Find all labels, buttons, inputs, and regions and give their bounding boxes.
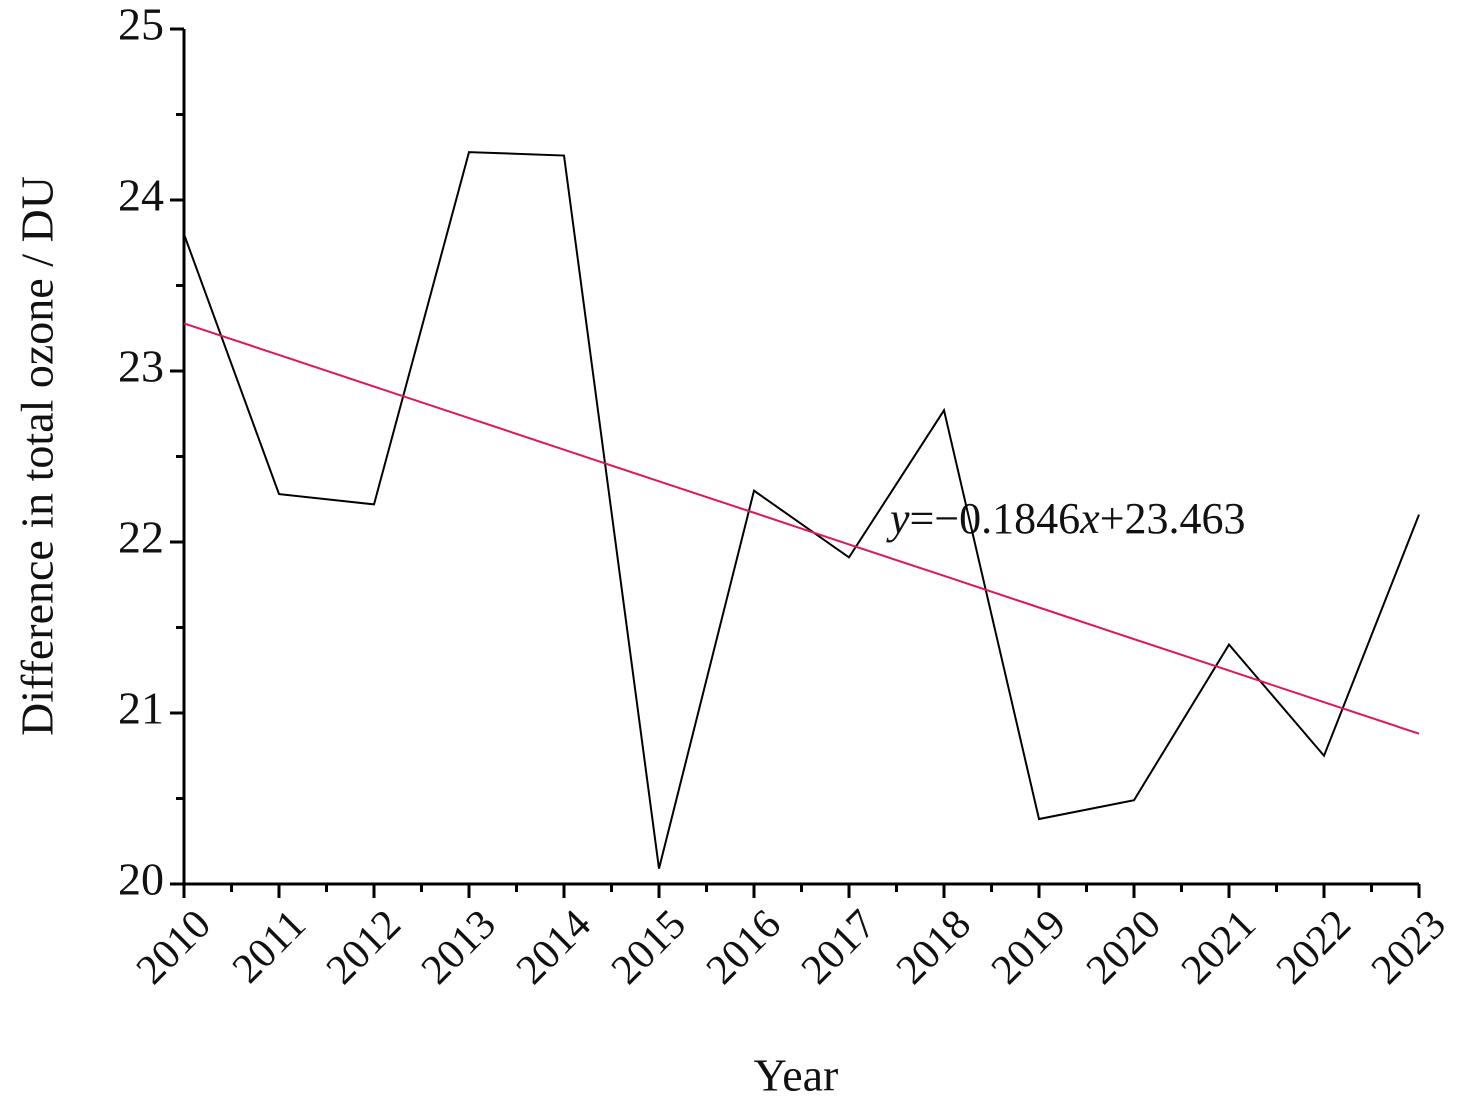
x-tick-label: 2018 [888, 901, 980, 993]
x-tick-label: 2014 [508, 901, 600, 993]
x-tick-label: 2011 [224, 901, 315, 992]
equation-part: y [886, 494, 910, 543]
y-tick-label: 25 [118, 0, 164, 50]
x-tick-label: 2023 [1363, 901, 1455, 993]
y-tick-label: 20 [118, 854, 164, 905]
x-tick-label: 2021 [1173, 901, 1265, 993]
x-tick-label: 2022 [1268, 901, 1360, 993]
x-tick-label: 2020 [1078, 901, 1170, 993]
x-tick-label: 2016 [698, 901, 790, 993]
equation-part: +23.463 [1100, 494, 1246, 543]
trend-equation: y=−0.1846x+23.463 [886, 494, 1246, 543]
trend-line [183, 322, 1420, 735]
y-axis-label: Difference in total ozone / DU [12, 176, 63, 736]
x-tick-label: 2012 [318, 901, 410, 993]
y-tick-label: 23 [118, 341, 164, 392]
y-tick-label: 22 [118, 512, 164, 563]
x-tick-label: 2015 [603, 901, 695, 993]
equation-part: x [1079, 494, 1100, 543]
x-tick-label: 2017 [793, 901, 885, 993]
y-tick-label: 24 [118, 170, 164, 221]
data-line [183, 151, 1420, 869]
equation-part: =−0.1846 [910, 494, 1081, 543]
y-tick-label: 21 [118, 683, 164, 734]
x-tick-label: 2013 [413, 901, 505, 993]
x-axis-label: Year [754, 1050, 839, 1101]
x-tick-label: 2019 [983, 901, 1075, 993]
x-tick-label: 2010 [128, 901, 220, 993]
